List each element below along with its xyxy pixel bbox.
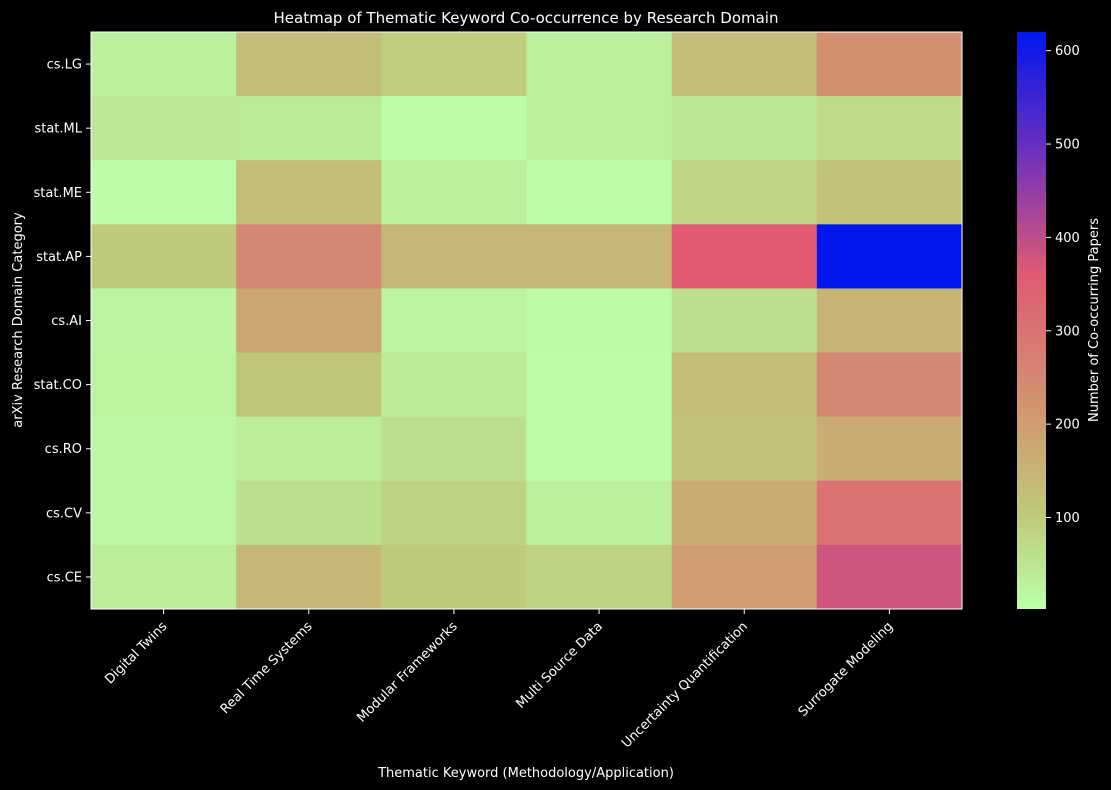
heatmap-cell	[381, 96, 527, 161]
heatmap-cell	[671, 416, 818, 482]
heatmap-cell	[91, 544, 237, 610]
heatmap-cell	[236, 480, 382, 546]
heatmap-cell	[381, 416, 527, 482]
heatmap-cell	[91, 288, 237, 354]
heatmap-cell	[526, 288, 673, 354]
heatmap-cell	[91, 32, 237, 97]
heatmap-cell	[91, 160, 237, 225]
heatmap-cell	[526, 416, 673, 482]
heatmap-cell	[91, 224, 237, 289]
heatmap-cell	[816, 32, 963, 97]
heatmap-cell	[381, 160, 527, 225]
colorbar-tick-label: 300	[1055, 324, 1080, 339]
heatmap-cell	[816, 544, 963, 610]
heatmap-cell	[91, 480, 237, 546]
heatmap-cell	[236, 32, 382, 97]
heatmap-cell	[236, 96, 382, 161]
heatmap-cell	[236, 416, 382, 482]
heatmap-cell	[91, 96, 237, 161]
heatmap-cell	[526, 160, 673, 225]
y-tick-label: cs.LG	[47, 58, 82, 73]
heatmap-cells	[91, 32, 963, 610]
heatmap-cell	[816, 96, 963, 161]
heatmap-cell	[671, 32, 818, 97]
heatmap-cell	[816, 160, 963, 225]
heatmap-cell	[91, 352, 237, 418]
y-axis-label: arXiv Research Domain Category	[11, 212, 26, 428]
colorbar-ticks: 100 200 300 400 500 600	[1046, 44, 1080, 526]
heatmap-cell	[526, 352, 673, 418]
heatmap-cell	[671, 224, 818, 289]
heatmap-cell	[816, 480, 963, 546]
heatmap-cell	[671, 160, 818, 225]
heatmap-cell	[381, 32, 527, 97]
heatmap-cell	[526, 480, 673, 546]
heatmap-cell	[816, 224, 963, 289]
colorbar-tick-label: 200	[1055, 418, 1080, 433]
x-tick-label: Real Time Systems	[218, 619, 316, 717]
x-tick-label: Surrogate Modeling	[796, 619, 897, 720]
colorbar-tick-label: 100	[1055, 511, 1080, 526]
x-axis: Digital Twins Real Time Systems Modular Fr…	[102, 609, 896, 751]
heatmap-cell	[671, 480, 818, 546]
heatmap-cell	[236, 288, 382, 354]
heatmap-cell	[671, 544, 818, 610]
colorbar-tick-label: 600	[1055, 44, 1080, 59]
heatmap-cell	[381, 480, 527, 546]
heatmap-cell	[816, 416, 963, 482]
heatmap-cell	[236, 160, 382, 225]
y-tick-label: stat.AP	[36, 250, 82, 265]
heatmap-cell	[526, 544, 673, 610]
y-tick-label: cs.CV	[46, 506, 82, 521]
heatmap-cell	[671, 352, 818, 418]
heatmap-cell	[381, 352, 527, 418]
heatmap-cell	[381, 288, 527, 354]
x-axis-label: Thematic Keyword (Methodology/Applicatio…	[377, 766, 674, 781]
heatmap-cell	[236, 352, 382, 418]
heatmap-cell	[526, 224, 673, 289]
heatmap-cell	[91, 416, 237, 482]
heatmap-cell	[671, 96, 818, 161]
y-tick-label: stat.CO	[34, 378, 82, 393]
y-tick-label: cs.RO	[45, 442, 82, 457]
x-tick-label: Multi Source Data	[513, 619, 605, 711]
colorbar-tick-label: 400	[1055, 231, 1080, 246]
y-tick-label: stat.ME	[34, 186, 83, 201]
colorbar-tick-label: 500	[1055, 138, 1080, 153]
heatmap-cell	[236, 544, 382, 610]
colorbar	[1017, 32, 1046, 609]
heatmap-cell	[381, 224, 527, 289]
heatmap-cell	[816, 288, 963, 354]
y-tick-label: stat.ML	[34, 122, 82, 137]
colorbar-label: Number of Co-occurring Papers	[1087, 218, 1102, 422]
x-tick-label: Modular Frameworks	[354, 619, 461, 726]
x-tick-label: Digital Twins	[102, 619, 170, 687]
heatmap-cell	[526, 96, 673, 161]
heatmap-cell	[526, 32, 673, 97]
heatmap-cell	[381, 544, 527, 610]
heatmap-cell	[236, 224, 382, 289]
chart-title: Heatmap of Thematic Keyword Co-occurrenc…	[274, 9, 779, 27]
y-axis: cs.LG stat.ML stat.ME stat.AP cs.AI stat.CO cs…	[34, 58, 91, 585]
y-tick-label: cs.CE	[47, 570, 82, 585]
heatmap-cell	[671, 288, 818, 354]
heatmap-cell	[816, 352, 963, 418]
x-tick-label: Uncertainty Quantification	[619, 619, 751, 751]
y-tick-label: cs.AI	[51, 314, 82, 329]
